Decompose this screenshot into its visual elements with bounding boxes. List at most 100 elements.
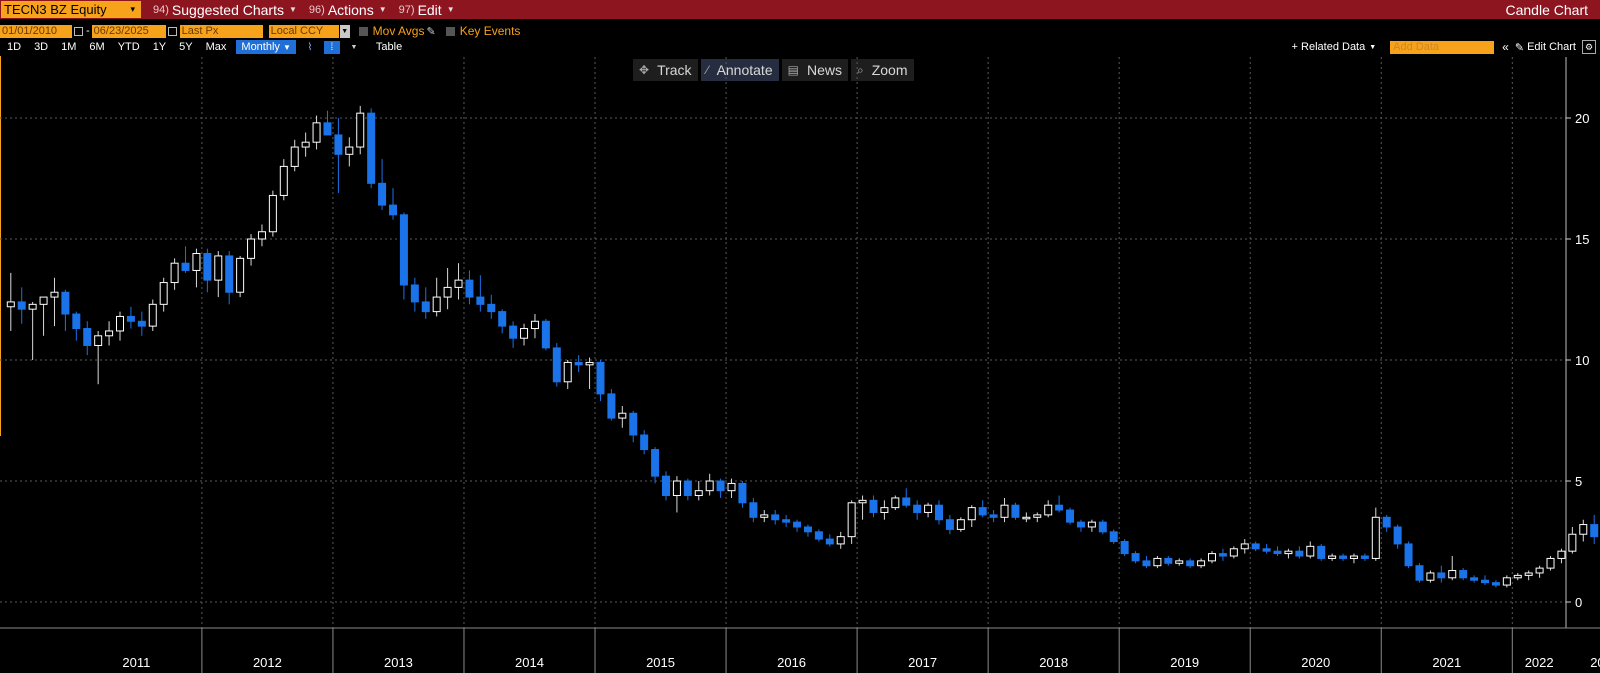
actions-menu[interactable]: 96) Actions ▼ <box>309 2 387 18</box>
candle-body <box>1317 545 1326 559</box>
calendar-icon[interactable] <box>167 26 177 36</box>
candle-body <box>880 507 889 513</box>
period-1d[interactable]: 1D <box>7 41 22 53</box>
y-tick-label: 10 <box>1575 353 1589 368</box>
candle <box>1240 539 1249 554</box>
candle <box>1513 572 1522 581</box>
candle <box>6 272 15 331</box>
candle-body <box>760 514 769 518</box>
chevron-down-icon[interactable]: ▼ <box>350 43 358 51</box>
candle <box>39 296 48 336</box>
chart-grid <box>0 57 1566 628</box>
candle-body <box>389 204 397 216</box>
settings-icon[interactable]: ⚙ <box>1582 40 1596 54</box>
y-tick-label: 15 <box>1575 232 1589 247</box>
chevron-down-icon[interactable]: ▼ <box>339 24 350 38</box>
candle <box>935 500 943 525</box>
chevron-down-icon[interactable]: ▼ <box>1369 43 1377 51</box>
currency-select[interactable]: Local CCY <box>268 24 339 38</box>
candle <box>148 299 157 331</box>
candle <box>1470 575 1479 583</box>
frequency-select[interactable]: Monthly ▼ <box>236 40 296 54</box>
candle-body <box>334 134 343 155</box>
candle <box>279 159 288 201</box>
suggested-charts-menu[interactable]: 94) Suggested Charts ▼ <box>153 2 297 18</box>
line-chart-icon[interactable]: ⌇ <box>307 41 313 53</box>
suggested-charts-number: 94) <box>153 3 169 16</box>
candle <box>334 118 343 194</box>
candle <box>727 478 736 498</box>
candle-body <box>836 536 845 545</box>
period-ytd[interactable]: YTD <box>117 41 140 53</box>
candle <box>803 524 812 537</box>
add-data-input[interactable]: Add Data <box>1390 40 1495 54</box>
candle <box>1262 543 1271 554</box>
candle <box>1218 548 1227 561</box>
candle-body <box>956 519 965 530</box>
chevron-down-icon: ▼ <box>378 5 387 14</box>
period-3d[interactable]: 3D <box>34 41 49 53</box>
candle-body <box>192 253 201 271</box>
ticker-field[interactable]: TECN3 BZ Equity ▾ <box>1 1 141 18</box>
candle-body <box>1044 504 1053 516</box>
candle-chart-icon[interactable]: ⁞ <box>323 40 340 54</box>
candle <box>913 500 922 520</box>
candle <box>443 268 452 310</box>
start-date-input[interactable]: 01/01/2010 <box>0 24 72 38</box>
candle <box>1491 580 1500 588</box>
collapse-icon[interactable]: « <box>1502 40 1509 54</box>
candle <box>367 108 376 189</box>
candle <box>1371 507 1380 561</box>
key-events-checkbox[interactable] <box>445 26 455 36</box>
candle <box>50 277 59 327</box>
period-max[interactable]: Max <box>205 41 227 53</box>
x-tick-label: 2019 <box>1170 655 1199 670</box>
period-5y[interactable]: 5Y <box>179 41 193 53</box>
candle <box>323 110 332 136</box>
edit-menu[interactable]: 97) Edit ▼ <box>399 2 455 18</box>
news-button[interactable]: ▤ News <box>781 59 848 81</box>
candle-body <box>1568 533 1577 552</box>
candle-body <box>1022 516 1031 520</box>
candle <box>541 318 550 351</box>
candle <box>716 478 725 498</box>
candle <box>782 514 791 527</box>
period-1m[interactable]: 1M <box>61 41 77 53</box>
candle <box>378 159 387 210</box>
price-field-select[interactable]: Last Px <box>179 24 263 38</box>
candle-body <box>1371 516 1380 559</box>
table-button[interactable]: Table <box>375 41 403 53</box>
candle-body <box>738 482 747 504</box>
edit-label: Edit <box>417 1 442 18</box>
candle-body <box>225 255 234 293</box>
candle <box>956 517 965 532</box>
track-button[interactable]: ✥ Track <box>633 59 698 81</box>
candle <box>1382 514 1391 532</box>
chevron-down-icon[interactable]: ▾ <box>130 4 135 14</box>
candle-body <box>1557 550 1566 559</box>
candle <box>1098 519 1107 535</box>
candle <box>1524 570 1533 581</box>
end-date-input[interactable]: 06/23/2025 <box>91 24 166 38</box>
period-1y[interactable]: 1Y <box>152 41 167 53</box>
candle <box>1306 541 1315 559</box>
related-data-button[interactable]: + Related Data <box>1291 41 1366 53</box>
chart-toolbar: ✥ Track ⁄ Annotate ▤ News ⌕ Zoom <box>633 59 917 81</box>
mov-avgs-checkbox[interactable] <box>358 26 368 36</box>
candle <box>640 430 649 455</box>
period-6m[interactable]: 6M <box>89 41 105 53</box>
pencil-icon[interactable]: ✎ <box>426 25 436 38</box>
candle <box>399 212 408 300</box>
candle-body <box>1011 504 1020 518</box>
suggested-charts-label: Suggested Charts <box>171 1 284 18</box>
candle <box>672 476 681 513</box>
zoom-button[interactable]: ⌕ Zoom <box>850 59 914 81</box>
candle-body <box>694 490 703 497</box>
calendar-icon[interactable] <box>74 26 83 36</box>
candle-body <box>596 361 605 395</box>
candle-body <box>257 231 266 240</box>
annotate-button[interactable]: ⁄ Annotate <box>700 59 779 81</box>
edit-chart-button[interactable]: Edit Chart <box>1527 41 1576 53</box>
candle-body <box>1360 555 1369 559</box>
